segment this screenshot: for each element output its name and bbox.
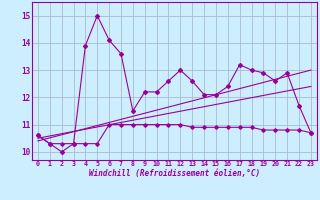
X-axis label: Windchill (Refroidissement éolien,°C): Windchill (Refroidissement éolien,°C) xyxy=(89,169,260,178)
